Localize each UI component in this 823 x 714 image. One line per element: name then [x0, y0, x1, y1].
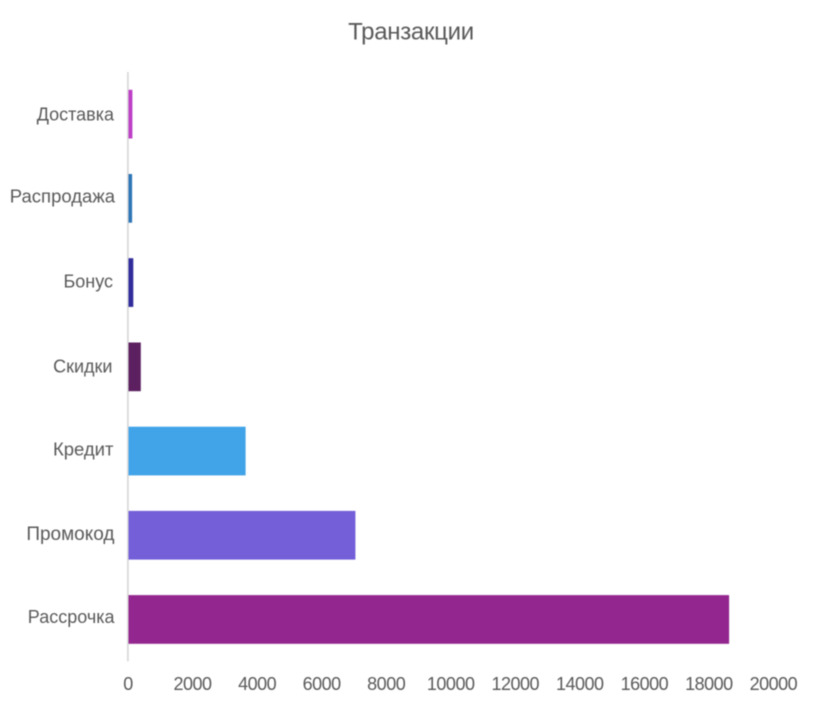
svg-text:Бонус: Бонус	[63, 272, 113, 292]
svg-text:Кредит: Кредит	[53, 439, 114, 460]
svg-text:Распродажа: Распродажа	[10, 186, 116, 207]
svg-text:4000: 4000	[238, 674, 277, 694]
svg-text:0: 0	[123, 674, 133, 694]
svg-text:14000: 14000	[556, 674, 604, 694]
svg-text:6000: 6000	[303, 674, 342, 694]
svg-text:16000: 16000	[621, 674, 669, 694]
svg-text:12000: 12000	[492, 674, 540, 694]
svg-text:2000: 2000	[173, 674, 212, 694]
svg-text:8000: 8000	[367, 674, 406, 694]
svg-text:20000: 20000	[750, 674, 798, 694]
svg-text:Доставка: Доставка	[37, 104, 115, 124]
svg-text:18000: 18000	[685, 674, 733, 694]
svg-text:10000: 10000	[427, 674, 475, 694]
svg-text:Рассрочка: Рассрочка	[28, 607, 116, 627]
svg-text:Транзакции: Транзакции	[348, 19, 474, 46]
svg-text:Скидки: Скидки	[53, 356, 112, 376]
svg-text:Промокод: Промокод	[26, 524, 114, 545]
